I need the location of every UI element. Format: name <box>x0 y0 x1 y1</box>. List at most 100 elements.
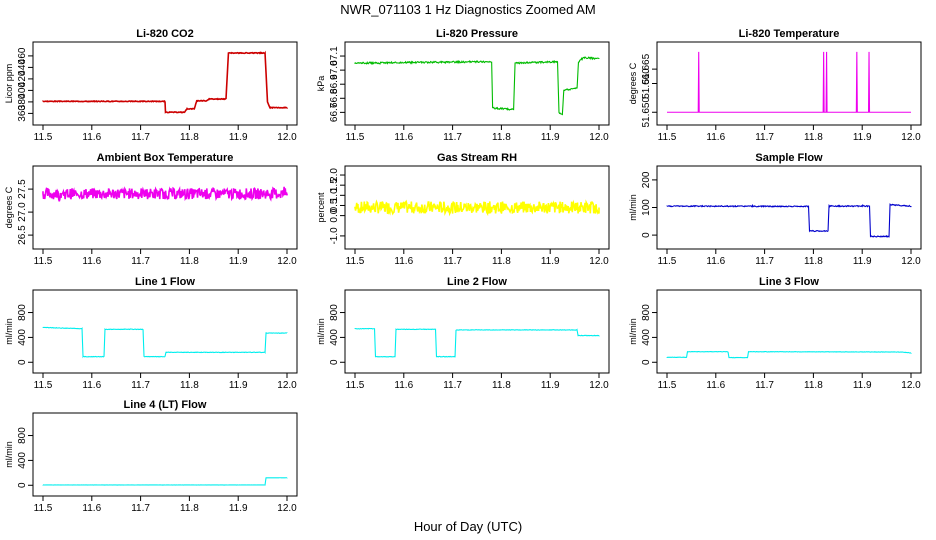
y-axis-label: ml/min <box>628 194 638 221</box>
series-line <box>354 327 600 358</box>
plot-frame <box>656 289 922 374</box>
x-tick-label: 11.7 <box>755 380 774 391</box>
y-axis-label: Licor ppm <box>4 64 14 104</box>
panel-title: Li-820 Pressure <box>436 28 518 40</box>
chart-panels: Li-820 CO2 11.5 11.6 11.7 11.8 11.9 12.0 360380… <box>4 28 922 514</box>
x-tick-label: 12.0 <box>901 256 921 267</box>
x-tick-label: 11.7 <box>443 380 462 391</box>
y-tick-label: 200 <box>641 171 652 188</box>
x-tick-label: 11.6 <box>706 132 725 143</box>
x-tick-label: 11.7 <box>131 503 150 514</box>
y-tick-label: 400 <box>17 329 28 346</box>
y-tick-label: 800 <box>17 427 28 444</box>
y-axis-label: ml/min <box>316 318 326 345</box>
series-line <box>666 202 912 238</box>
x-tick-label: 11.5 <box>658 132 677 143</box>
x-tick-label: 11.6 <box>82 132 101 143</box>
y-axis-label: ml/min <box>4 318 14 345</box>
y-tick-label: 1.0 <box>329 188 340 202</box>
x-tick-label: 11.6 <box>394 380 413 391</box>
x-tick-label: 11.5 <box>346 380 365 391</box>
y-tick-label: 0 <box>17 482 28 488</box>
panel-title: Line 4 (LT) Flow <box>124 399 207 411</box>
x-tick-label: 11.9 <box>853 256 872 267</box>
y-tick-label: 67.1 <box>329 46 340 66</box>
chart-panel-10: Line 4 (LT) Flow 11.5 11.6 11.7 11.8 11.9 12.0… <box>4 399 298 514</box>
series-line <box>42 50 288 114</box>
x-tick-label: 11.5 <box>346 256 365 267</box>
y-tick-label: 26.5 <box>17 225 28 245</box>
x-tick-label: 11.9 <box>853 380 872 391</box>
x-tick-label: 11.6 <box>706 256 725 267</box>
x-tick-label: 11.5 <box>658 380 677 391</box>
x-tick-label: 11.8 <box>180 503 199 514</box>
chart-panel-3: Li-820 Temperature 11.5 11.6 11.7 11.8 11.9 12… <box>628 28 922 143</box>
x-tick-label: 12.0 <box>277 503 297 514</box>
y-axis-label: degrees C <box>628 62 638 104</box>
x-tick-label: 12.0 <box>589 256 609 267</box>
y-tick-label: 51.660 <box>641 68 652 99</box>
chart-panel-1: Li-820 CO2 11.5 11.6 11.7 11.8 11.9 12.0 360380… <box>4 28 298 143</box>
x-tick-label: 11.5 <box>658 256 677 267</box>
x-tick-label: 11.7 <box>131 132 150 143</box>
y-tick-label: 400 <box>17 82 28 99</box>
y-tick-label: 800 <box>17 304 28 321</box>
x-tick-label: 11.5 <box>34 380 53 391</box>
series-line <box>666 350 912 359</box>
series-line <box>42 185 288 202</box>
chart-panel-2: Li-820 Pressure 11.5 11.6 11.7 11.8 11.9 12.0 6… <box>316 28 610 143</box>
y-tick-label: 0 <box>641 232 652 238</box>
series-line <box>667 51 911 113</box>
y-tick-label: 460 <box>17 47 28 64</box>
plot-frame <box>344 289 610 374</box>
plot-frame <box>32 165 298 250</box>
x-tick-label: 11.6 <box>82 380 101 391</box>
x-tick-label: 11.8 <box>492 256 511 267</box>
x-tick-label: 11.6 <box>394 132 413 143</box>
x-tick-label: 11.9 <box>541 380 560 391</box>
plot-frame <box>32 412 298 497</box>
x-tick-label: 11.8 <box>804 380 823 391</box>
y-tick-label: 380 <box>17 93 28 110</box>
x-tick-label: 11.8 <box>804 132 823 143</box>
figure-x-axis-label: Hour of Day (UTC) <box>414 519 522 534</box>
x-tick-label: 11.5 <box>34 503 53 514</box>
chart-panel-8: Line 2 Flow 11.5 11.6 11.7 11.8 11.9 12.0 0 400 8… <box>316 276 610 391</box>
plot-frame <box>344 165 610 250</box>
y-tick-label: 400 <box>17 452 28 469</box>
y-tick-label: 51.665 <box>641 53 652 84</box>
x-tick-label: 11.7 <box>131 256 150 267</box>
y-tick-label: 27.5 <box>17 179 28 199</box>
y-tick-label: 400 <box>329 329 340 346</box>
x-tick-label: 12.0 <box>277 380 297 391</box>
figure-title: NWR_071103 1 Hz Diagnostics Zoomed AM <box>340 2 596 17</box>
y-tick-label: 800 <box>329 304 340 321</box>
chart-panel-6: Sample Flow 11.5 11.6 11.7 11.8 11.9 12.0 0 100 2… <box>628 152 922 267</box>
x-tick-label: 11.6 <box>82 503 101 514</box>
plot-frame <box>32 41 298 126</box>
x-tick-label: 11.9 <box>229 132 248 143</box>
y-tick-label: 66.9 <box>329 74 340 94</box>
panel-title: Gas Stream RH <box>437 152 517 164</box>
x-tick-label: 12.0 <box>901 132 921 143</box>
panel-title: Li-820 Temperature <box>739 28 840 40</box>
x-tick-label: 11.5 <box>346 132 365 143</box>
x-tick-label: 11.6 <box>394 256 413 267</box>
x-tick-label: 11.5 <box>34 256 53 267</box>
x-tick-label: 11.8 <box>492 380 511 391</box>
x-tick-label: 12.0 <box>589 132 609 143</box>
x-tick-label: 11.8 <box>180 256 199 267</box>
x-tick-label: 11.7 <box>755 256 774 267</box>
y-tick-label: 360 <box>17 105 28 122</box>
panel-title: Line 2 Flow <box>447 276 507 288</box>
x-tick-label: 11.9 <box>229 256 248 267</box>
x-tick-label: 11.9 <box>541 256 560 267</box>
x-tick-label: 12.0 <box>901 380 921 391</box>
y-tick-label: 440 <box>17 59 28 76</box>
series-line <box>354 199 600 217</box>
y-tick-label: 0.5 <box>329 198 340 212</box>
x-tick-label: 11.7 <box>443 132 462 143</box>
y-tick-label: 27.0 <box>17 202 28 222</box>
x-tick-label: 11.8 <box>492 132 511 143</box>
panel-title: Line 3 Flow <box>759 276 819 288</box>
